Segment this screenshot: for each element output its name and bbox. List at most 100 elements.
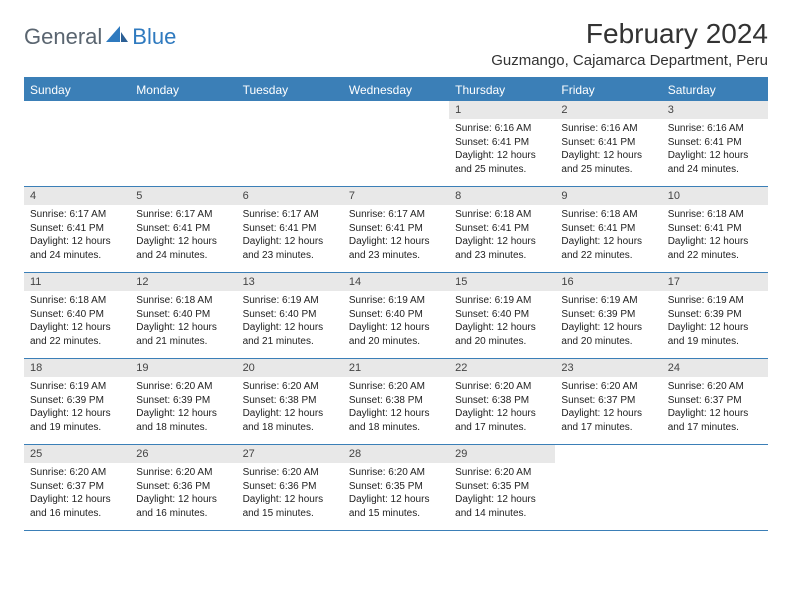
sunrise: Sunrise: 6:16 AM [455, 122, 549, 136]
daylight: Daylight: 12 hours and 18 minutes. [349, 407, 443, 434]
daylight: Daylight: 12 hours and 21 minutes. [136, 321, 230, 348]
sunset: Sunset: 6:41 PM [136, 222, 230, 236]
calendar-cell: 8Sunrise: 6:18 AMSunset: 6:41 PMDaylight… [449, 187, 555, 273]
calendar-cell-empty [237, 101, 343, 187]
daylight: Daylight: 12 hours and 23 minutes. [455, 235, 549, 262]
daylight: Daylight: 12 hours and 19 minutes. [668, 321, 762, 348]
day-info: Sunrise: 6:18 AMSunset: 6:40 PMDaylight:… [130, 291, 236, 354]
day-header: Sunday [24, 79, 130, 101]
day-info: Sunrise: 6:20 AMSunset: 6:38 PMDaylight:… [449, 377, 555, 440]
calendar-cell: 4 Sunrise: 6:17 AMSunset: 6:41 PMDaylight… [24, 187, 130, 273]
logo-text-blue: Blue [132, 24, 176, 50]
sunset: Sunset: 6:37 PM [561, 394, 655, 408]
day-number: 8 [449, 187, 555, 205]
sunset: Sunset: 6:41 PM [243, 222, 337, 236]
calendar-cell: 18Sunrise: 6:19 AMSunset: 6:39 PMDayligh… [24, 359, 130, 445]
daylight: Daylight: 12 hours and 25 minutes. [561, 149, 655, 176]
calendar-cell: 12Sunrise: 6:18 AMSunset: 6:40 PMDayligh… [130, 273, 236, 359]
day-number: 5 [130, 187, 236, 205]
calendar-cell: 16Sunrise: 6:19 AMSunset: 6:39 PMDayligh… [555, 273, 661, 359]
day-info: Sunrise: 6:20 AMSunset: 6:38 PMDaylight:… [237, 377, 343, 440]
day-number: 24 [662, 359, 768, 377]
day-header: Thursday [449, 79, 555, 101]
calendar-cell: 26Sunrise: 6:20 AMSunset: 6:36 PMDayligh… [130, 445, 236, 531]
daylight: Daylight: 12 hours and 18 minutes. [243, 407, 337, 434]
daylight: Daylight: 12 hours and 16 minutes. [136, 493, 230, 520]
sunrise: Sunrise: 6:20 AM [30, 466, 124, 480]
sunset: Sunset: 6:41 PM [668, 222, 762, 236]
day-number: 27 [237, 445, 343, 463]
day-number: 25 [24, 445, 130, 463]
day-info: Sunrise: 6:20 AMSunset: 6:37 PMDaylight:… [662, 377, 768, 440]
daylight: Daylight: 12 hours and 15 minutes. [243, 493, 337, 520]
day-info: Sunrise: 6:18 AMSunset: 6:41 PMDaylight:… [662, 205, 768, 268]
calendar-cell: 25Sunrise: 6:20 AMSunset: 6:37 PMDayligh… [24, 445, 130, 531]
calendar-cell-empty [662, 445, 768, 531]
sunrise: Sunrise: 6:19 AM [349, 294, 443, 308]
sunset: Sunset: 6:40 PM [136, 308, 230, 322]
daylight: Daylight: 12 hours and 20 minutes. [455, 321, 549, 348]
day-number: 9 [555, 187, 661, 205]
calendar-cell: 27Sunrise: 6:20 AMSunset: 6:36 PMDayligh… [237, 445, 343, 531]
calendar-cell: 10Sunrise: 6:18 AMSunset: 6:41 PMDayligh… [662, 187, 768, 273]
day-number: 18 [24, 359, 130, 377]
sunrise: Sunrise: 6:17 AM [30, 208, 124, 222]
sunset: Sunset: 6:38 PM [243, 394, 337, 408]
calendar-cell-empty [24, 101, 130, 187]
sunrise: Sunrise: 6:20 AM [561, 380, 655, 394]
day-info: Sunrise: 6:17 AMSunset: 6:41 PMDaylight:… [130, 205, 236, 268]
day-number: 21 [343, 359, 449, 377]
day-number: 19 [130, 359, 236, 377]
day-number: 22 [449, 359, 555, 377]
calendar-cell: 23Sunrise: 6:20 AMSunset: 6:37 PMDayligh… [555, 359, 661, 445]
daylight: Daylight: 12 hours and 20 minutes. [349, 321, 443, 348]
sunset: Sunset: 6:38 PM [455, 394, 549, 408]
day-info: Sunrise: 6:18 AMSunset: 6:41 PMDaylight:… [449, 205, 555, 268]
day-header: Monday [130, 79, 236, 101]
header: General Blue February 2024 Guzmango, Caj… [24, 18, 768, 69]
day-info: Sunrise: 6:16 AMSunset: 6:41 PMDaylight:… [449, 119, 555, 182]
day-info: Sunrise: 6:20 AMSunset: 6:37 PMDaylight:… [555, 377, 661, 440]
day-number: 4 [24, 187, 130, 205]
daylight: Daylight: 12 hours and 25 minutes. [455, 149, 549, 176]
calendar-cell: 14Sunrise: 6:19 AMSunset: 6:40 PMDayligh… [343, 273, 449, 359]
sunrise: Sunrise: 6:18 AM [30, 294, 124, 308]
day-number: 28 [343, 445, 449, 463]
daylight: Daylight: 12 hours and 24 minutes. [30, 235, 124, 262]
daylight: Daylight: 12 hours and 15 minutes. [349, 493, 443, 520]
sunrise: Sunrise: 6:18 AM [668, 208, 762, 222]
day-number: 15 [449, 273, 555, 291]
calendar-cell: 28Sunrise: 6:20 AMSunset: 6:35 PMDayligh… [343, 445, 449, 531]
month-title: February 2024 [491, 18, 768, 50]
sunrise: Sunrise: 6:18 AM [561, 208, 655, 222]
sunset: Sunset: 6:41 PM [30, 222, 124, 236]
day-info: Sunrise: 6:19 AMSunset: 6:39 PMDaylight:… [662, 291, 768, 354]
sunrise: Sunrise: 6:17 AM [349, 208, 443, 222]
sunset: Sunset: 6:36 PM [243, 480, 337, 494]
day-number: 16 [555, 273, 661, 291]
day-number: 23 [555, 359, 661, 377]
day-header: Friday [555, 79, 661, 101]
day-info: Sunrise: 6:17 AMSunset: 6:41 PMDaylight:… [237, 205, 343, 268]
sunset: Sunset: 6:37 PM [30, 480, 124, 494]
day-number: 6 [237, 187, 343, 205]
calendar-cell: 24Sunrise: 6:20 AMSunset: 6:37 PMDayligh… [662, 359, 768, 445]
logo-sail-icon [106, 26, 128, 49]
day-number: 29 [449, 445, 555, 463]
calendar-cell: 19Sunrise: 6:20 AMSunset: 6:39 PMDayligh… [130, 359, 236, 445]
day-number: 7 [343, 187, 449, 205]
daylight: Daylight: 12 hours and 16 minutes. [30, 493, 124, 520]
day-info: Sunrise: 6:20 AMSunset: 6:37 PMDaylight:… [24, 463, 130, 526]
calendar-cell: 7Sunrise: 6:17 AMSunset: 6:41 PMDaylight… [343, 187, 449, 273]
calendar-cell: 20Sunrise: 6:20 AMSunset: 6:38 PMDayligh… [237, 359, 343, 445]
daylight: Daylight: 12 hours and 17 minutes. [561, 407, 655, 434]
calendar-cell: 9Sunrise: 6:18 AMSunset: 6:41 PMDaylight… [555, 187, 661, 273]
day-header: Wednesday [343, 79, 449, 101]
day-info: Sunrise: 6:20 AMSunset: 6:36 PMDaylight:… [237, 463, 343, 526]
sunrise: Sunrise: 6:19 AM [561, 294, 655, 308]
daylight: Daylight: 12 hours and 17 minutes. [455, 407, 549, 434]
daylight: Daylight: 12 hours and 23 minutes. [243, 235, 337, 262]
day-info: Sunrise: 6:18 AMSunset: 6:41 PMDaylight:… [555, 205, 661, 268]
logo: General Blue [24, 18, 176, 50]
day-info: Sunrise: 6:19 AMSunset: 6:40 PMDaylight:… [449, 291, 555, 354]
